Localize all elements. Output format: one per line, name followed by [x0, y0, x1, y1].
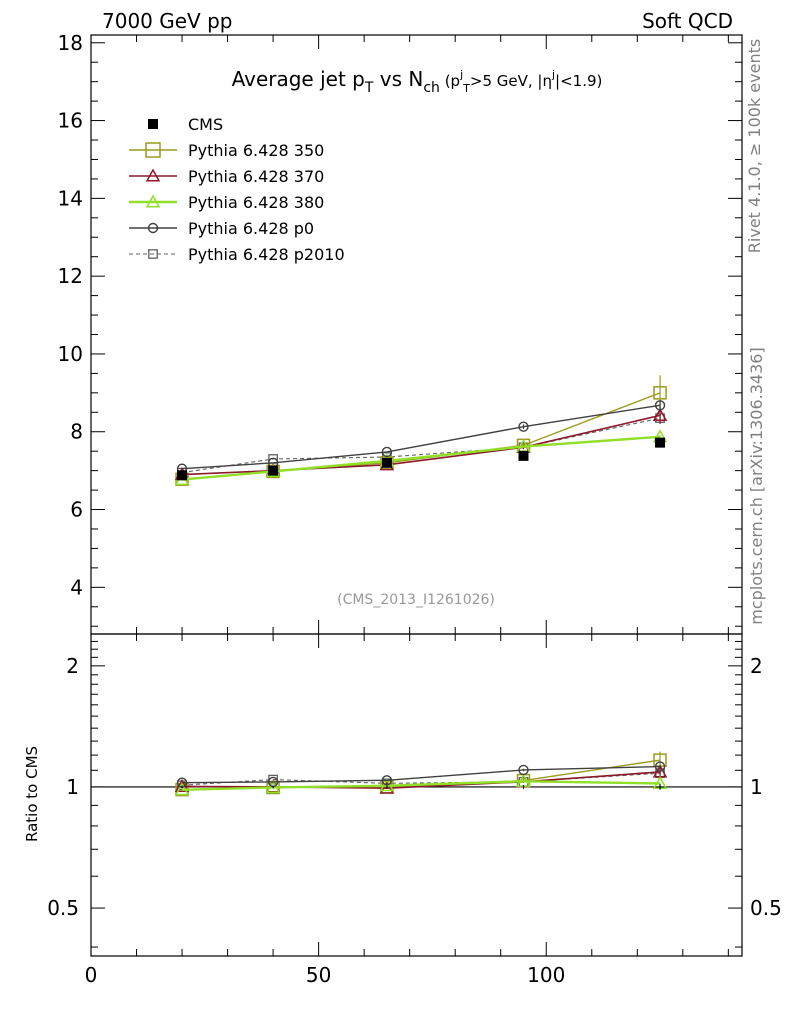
title-vs-sub: ch	[423, 80, 440, 96]
title-vs: vs N	[373, 67, 423, 91]
main-series-group	[174, 375, 668, 486]
cms-marker	[655, 437, 666, 448]
title-cut-sup: j	[459, 68, 463, 81]
x-tick-label: 100	[527, 963, 565, 987]
rivet-label: Rivet 4.1.0, ≥ 100k events	[745, 39, 764, 253]
p0-marker	[518, 764, 529, 776]
p0-marker	[654, 761, 666, 772]
cms-marker	[518, 450, 529, 461]
p380-line	[181, 435, 661, 481]
legend: CMS Pythia 6.428 350 Pythia 6.428 370 Pythi…	[129, 115, 345, 264]
cms-marker	[177, 470, 188, 481]
title-cut-open: (p	[440, 72, 460, 90]
analysis-id: (CMS_2013_I1261026)	[337, 592, 495, 608]
p350-line	[181, 392, 661, 480]
p370-marker	[379, 780, 395, 794]
p0-legend-label: Pythia 6.428 p0	[188, 219, 314, 238]
cms-marker	[148, 119, 158, 129]
title-cut-mid: >5 GeV, |η	[470, 72, 552, 90]
p380-marker	[379, 778, 395, 792]
main-y-tick-label: 4	[70, 575, 83, 599]
ratio-y-axis: 0.5 0.5 1 1 2 2	[47, 640, 782, 948]
x-axis: 0 50 100	[85, 35, 729, 987]
main-y-tick-label: 6	[70, 498, 83, 522]
x-tick-label: 50	[306, 963, 331, 987]
title-cut-sup2: j	[551, 68, 555, 81]
p0-marker	[147, 222, 159, 234]
plot-title: Average jet pT vs Nch (pjT>5 GeV, |ηj|<1…	[232, 67, 603, 96]
ratio-y-tick-label: 0.5	[47, 896, 79, 920]
main-y-tick-label: 16	[58, 109, 83, 133]
title-main: Average jet p	[232, 67, 365, 91]
p370-marker	[145, 168, 161, 182]
p0-ratio-line	[182, 765, 661, 784]
p380-marker	[174, 782, 190, 796]
header-right: Soft QCD	[642, 9, 733, 33]
header-left: 7000 GeV pp	[102, 9, 233, 33]
x-tick-label: 0	[85, 963, 98, 987]
p0-line	[182, 404, 661, 470]
ratio-ylabel: Ratio to CMS	[23, 746, 41, 842]
main-y-axis: 4 6 8 10 12 14 16 18	[58, 31, 742, 627]
main-y-tick-label: 14	[58, 186, 83, 210]
p380-marker	[145, 194, 161, 208]
p350-legend-label: Pythia 6.428 350	[188, 141, 324, 160]
ratio-y-tick-label: 2	[66, 654, 79, 678]
title-main-sub: T	[364, 80, 374, 96]
p2010-legend-label: Pythia 6.428 p2010	[188, 245, 345, 264]
ratio-y-tick-label: 1	[66, 775, 79, 799]
ratio-y-tick-label-right: 0.5	[750, 896, 782, 920]
main-y-tick-label: 18	[58, 31, 83, 55]
title-cut-sub: T	[462, 82, 470, 95]
p0-marker	[381, 446, 393, 458]
mcplots-label: mcplots.cern.ch [arXiv:1306.3436]	[747, 347, 766, 624]
p0-marker	[518, 421, 529, 432]
main-y-tick-label: 12	[58, 264, 83, 288]
ratio-y-tick-label-right: 1	[750, 775, 763, 799]
ratio-y-tick-label-right: 2	[750, 654, 763, 678]
main-y-tick-label: 10	[58, 342, 83, 366]
p370-marker	[652, 407, 668, 421]
main-y-tick-label: 8	[70, 420, 83, 444]
ratio-series-group	[174, 751, 668, 797]
p0-marker	[654, 400, 666, 411]
p380-marker	[265, 779, 281, 794]
cms-marker	[268, 465, 279, 476]
cms-marker	[381, 457, 392, 468]
p350-marker	[145, 142, 161, 158]
cms-legend-label: CMS	[188, 115, 223, 134]
p2010-marker	[148, 249, 158, 259]
p0-marker	[381, 775, 393, 786]
p350-marker	[653, 386, 667, 400]
p380-legend-label: Pythia 6.428 380	[188, 193, 324, 212]
ratio-panel-frame	[90, 633, 743, 957]
p370-legend-label: Pythia 6.428 370	[188, 167, 324, 186]
title-cut-close: |<1.9)	[555, 72, 602, 90]
